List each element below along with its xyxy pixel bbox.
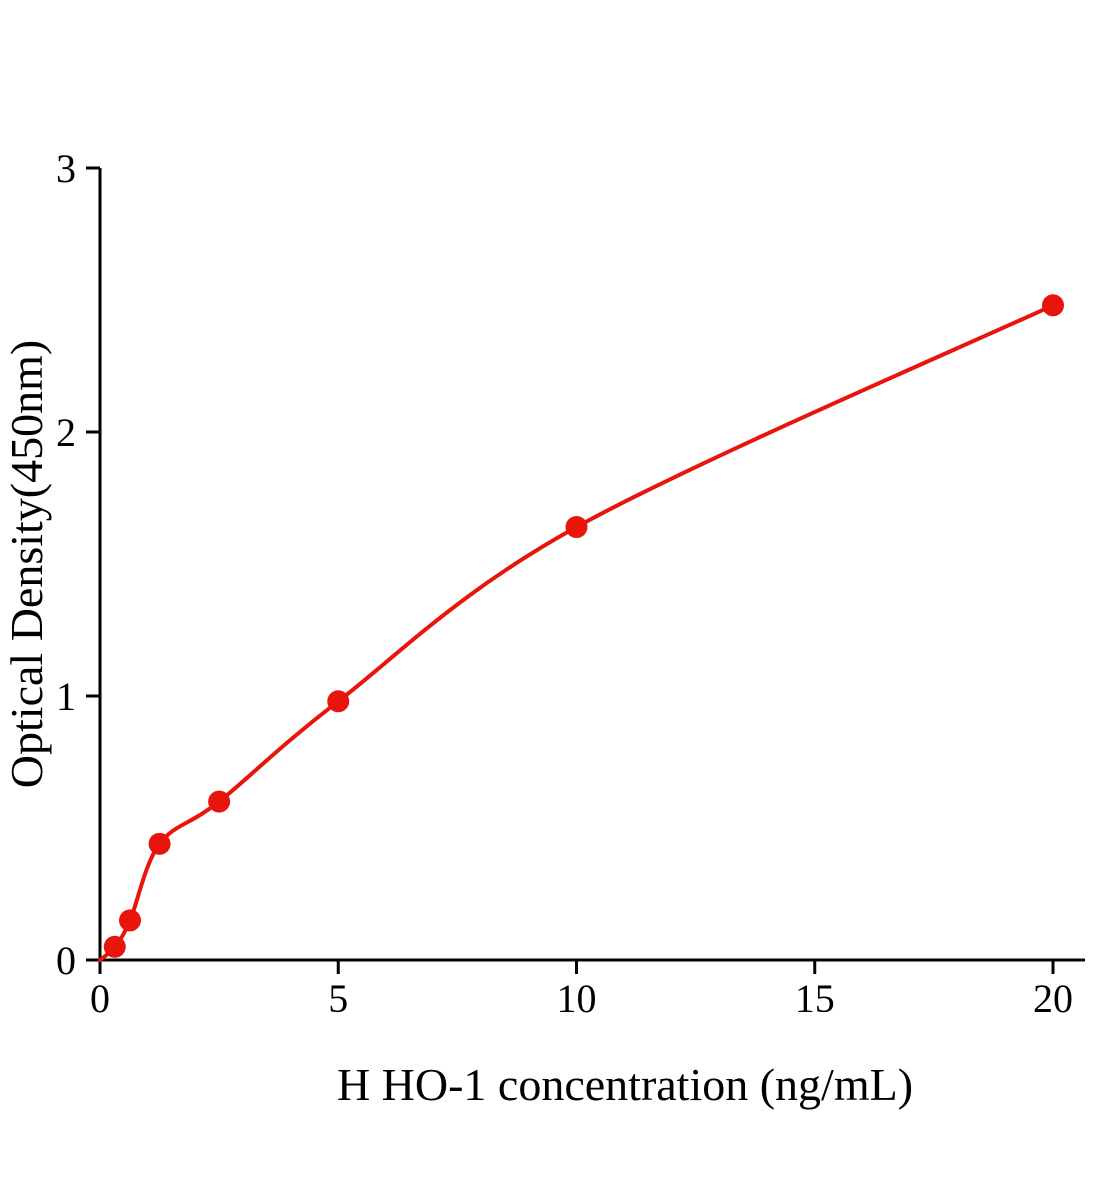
x-tick-label: 10 [557,976,597,1021]
data-point [1042,294,1064,317]
data-point [327,690,350,713]
data-point [565,516,588,539]
data-point [103,935,126,958]
x-axis-title: H HO-1 concentration (ng/mL) [337,1059,913,1110]
data-point [208,790,231,813]
data-point [119,909,142,932]
y-tick-label: 0 [56,938,76,983]
plot-area: 0 5 10 15 20 0 1 2 3 [56,146,1085,1021]
y-tick-label: 2 [56,410,76,455]
x-tick-label: 5 [328,976,348,1021]
y-tick-label: 3 [56,146,76,191]
x-tick-label: 20 [1033,976,1073,1021]
x-tick-label: 0 [90,976,110,1021]
data-point [148,832,171,855]
y-axis-title: Optical Density(450nm) [1,340,52,788]
x-tick-label: 15 [795,976,835,1021]
fitted-curve [98,303,1055,962]
y-tick-label: 1 [56,674,76,719]
